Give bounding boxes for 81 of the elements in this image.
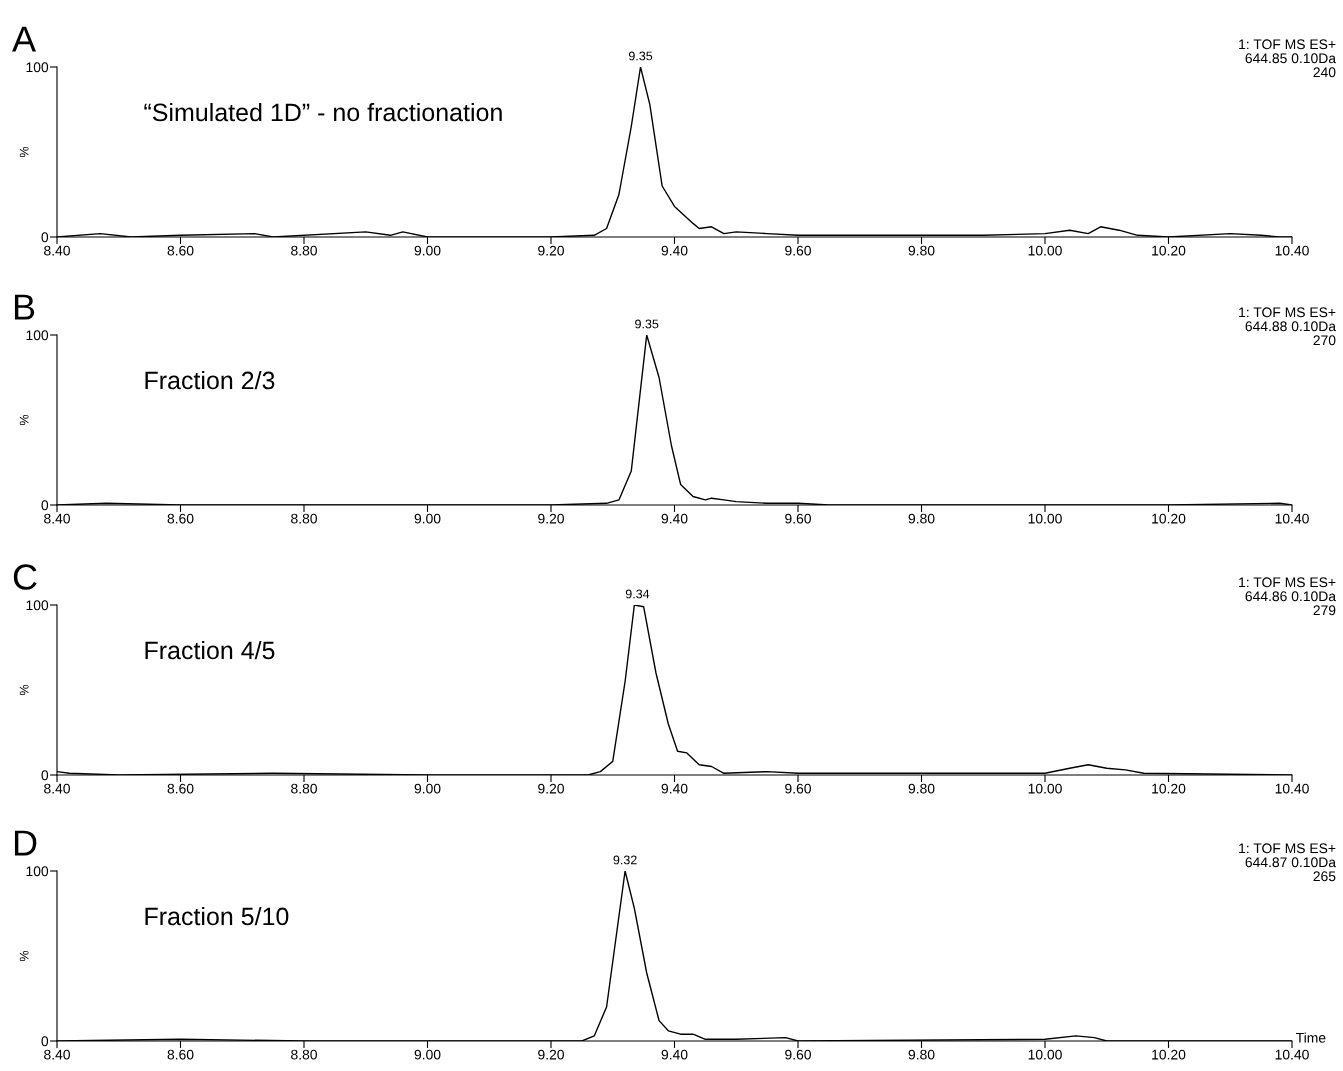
x-tick-label: 9.40 (661, 513, 688, 524)
text: 240 (1313, 67, 1336, 78)
x-tick-label: 8.60 (167, 245, 194, 256)
x-tick-label: 8.40 (44, 783, 70, 794)
x-tick-label: 10.20 (1152, 1049, 1186, 1060)
text: 1: TOF MS ES+ (1239, 843, 1336, 854)
annotation: 9.35 (628, 51, 653, 61)
x-tick-label: 9.80 (908, 245, 935, 256)
x-tick-label: 9.00 (414, 1049, 441, 1060)
text: 644.86 0.10Da (1245, 591, 1337, 602)
text: 644.88 0.10Da (1245, 321, 1337, 332)
text: 644.85 0.10Da (1245, 53, 1337, 64)
text: 270 (1313, 335, 1336, 346)
text: “Simulated 1D” - no fractionation (144, 102, 502, 122)
text: 1: TOF MS ES+ (1239, 577, 1336, 588)
x-tick-label: 10.00 (1028, 513, 1062, 524)
text: 644.87 0.10Da (1245, 857, 1337, 868)
y-axis-title: % (19, 414, 29, 426)
x-tick-label: 10.00 (1028, 245, 1062, 256)
x-tick-label: 10.40 (1275, 245, 1309, 256)
x-tick-label: 9.60 (785, 1049, 811, 1060)
y-tick-label: 100 (26, 62, 49, 73)
x-tick-label: 8.80 (291, 783, 317, 794)
y-tick-label: 100 (26, 866, 49, 877)
text: 1: TOF MS ES+ (1239, 39, 1336, 50)
text: Fraction 2/3 (145, 370, 275, 390)
x-tick-label: 8.60 (167, 513, 194, 524)
x-tick-label: 10.20 (1152, 783, 1186, 794)
y-tick-label: 0 (41, 500, 49, 511)
x-tick-label: 9.80 (908, 1049, 935, 1060)
x-tick-label: 10.40 (1275, 1049, 1309, 1060)
x-tick-label: 8.60 (167, 1049, 194, 1060)
chart-title: C (13, 564, 37, 590)
y-tick-label: 100 (26, 600, 49, 611)
x-tick-label: 10.20 (1152, 513, 1186, 524)
x-tick-label: 8.40 (44, 245, 70, 256)
x-tick-label: 9.60 (785, 513, 811, 524)
y-axis-title: % (19, 684, 29, 696)
x-tick-label: 9.20 (538, 245, 564, 256)
x-tick-label: 8.80 (291, 1049, 317, 1060)
x-tick-label: 9.20 (538, 1049, 564, 1060)
x-tick-label: 8.80 (291, 245, 317, 256)
x-tick-label: 9.20 (538, 513, 564, 524)
x-tick-label: 9.00 (414, 783, 441, 794)
chart-title: B (14, 294, 35, 320)
chart-title: D (14, 830, 37, 856)
x-tick-label: 8.80 (291, 513, 317, 524)
x-tick-label: 9.40 (661, 1049, 688, 1060)
chart-title: A (12, 26, 37, 52)
x-tick-label: 9.00 (414, 513, 441, 524)
x-tick-label: 9.20 (538, 783, 564, 794)
text: 279 (1313, 605, 1336, 616)
x-tick-label: 10.20 (1152, 245, 1186, 256)
y-tick-label: 100 (26, 330, 49, 341)
x-tick-label: 10.40 (1275, 513, 1309, 524)
x-axis-title: Time (1296, 1032, 1326, 1043)
x-tick-label: 9.40 (661, 245, 688, 256)
x-tick-label: 10.00 (1028, 783, 1062, 794)
x-tick-label: 9.60 (785, 783, 811, 794)
annotation: 9.35 (635, 319, 659, 329)
text: 1: TOF MS ES+ (1239, 307, 1336, 318)
x-tick-label: 8.40 (44, 1049, 70, 1060)
x-tick-label: 10.00 (1028, 1049, 1062, 1060)
y-tick-label: 0 (41, 1036, 49, 1047)
x-tick-label: 9.80 (908, 513, 935, 524)
x-tick-label: 8.40 (44, 513, 70, 524)
annotation: 9.34 (625, 589, 650, 599)
y-tick-label: 0 (41, 232, 49, 243)
text: Fraction 5/10 (145, 906, 289, 926)
x-tick-label: 9.00 (414, 245, 441, 256)
y-axis-title: % (19, 950, 29, 962)
text: Fraction 4/5 (145, 640, 275, 660)
x-tick-label: 10.40 (1275, 783, 1309, 794)
x-tick-label: 9.80 (908, 783, 935, 794)
text: 265 (1313, 871, 1336, 882)
x-tick-label: 9.40 (661, 783, 688, 794)
y-axis-title: % (19, 146, 29, 158)
x-tick-label: 9.60 (785, 245, 811, 256)
x-tick-label: 8.60 (167, 783, 194, 794)
y-tick-label: 0 (41, 770, 49, 781)
annotation: 9.32 (613, 855, 637, 865)
